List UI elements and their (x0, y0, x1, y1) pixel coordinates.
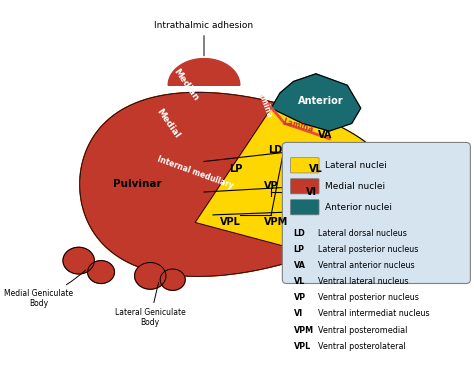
Text: Lateral dorsal nucleus: Lateral dorsal nucleus (318, 229, 407, 238)
Text: Lateral posterior nucleus: Lateral posterior nucleus (318, 245, 419, 255)
Polygon shape (80, 93, 393, 276)
Text: VPM: VPM (293, 326, 314, 334)
Text: Medial Geniculate
Body: Medial Geniculate Body (4, 270, 86, 308)
Text: Lamina: Lamina (255, 86, 274, 119)
Text: VP: VP (293, 293, 306, 303)
Text: VA: VA (293, 262, 306, 270)
Text: Lateral nuclei: Lateral nuclei (325, 161, 387, 170)
Text: Lateral Geniculate
Body: Lateral Geniculate Body (115, 282, 186, 328)
Text: LP: LP (293, 245, 304, 255)
Text: VA: VA (318, 130, 332, 140)
Text: Anterior nuclei: Anterior nuclei (325, 203, 392, 212)
FancyBboxPatch shape (291, 158, 319, 173)
Text: Median: Median (172, 68, 201, 103)
Text: Ventral posteromedial: Ventral posteromedial (318, 326, 408, 334)
Text: Ventral posterolateral: Ventral posterolateral (318, 341, 406, 351)
FancyBboxPatch shape (291, 179, 319, 194)
Text: Pulvinar: Pulvinar (112, 179, 161, 189)
Text: LP: LP (228, 164, 242, 174)
Text: VPL: VPL (220, 217, 241, 227)
Circle shape (160, 269, 185, 290)
Text: Lamina: Lamina (282, 117, 314, 134)
Text: LD: LD (293, 229, 305, 238)
Text: Ventral intermediat nucleus: Ventral intermediat nucleus (318, 310, 430, 318)
Text: Anterior: Anterior (298, 96, 343, 106)
Text: VP: VP (264, 181, 278, 191)
Circle shape (135, 263, 166, 289)
Text: VPM: VPM (264, 217, 288, 227)
Circle shape (63, 247, 94, 274)
Text: Medial nuclei: Medial nuclei (325, 182, 385, 191)
Text: VL: VL (293, 278, 305, 286)
FancyBboxPatch shape (283, 142, 470, 283)
Text: Intrathalmic adhesion: Intrathalmic adhesion (155, 21, 254, 56)
Text: Ventral lateral nucleus: Ventral lateral nucleus (318, 278, 409, 286)
FancyBboxPatch shape (291, 200, 319, 215)
Text: VI: VI (293, 310, 303, 318)
Text: VPL: VPL (293, 341, 311, 351)
Text: VI: VI (306, 187, 317, 197)
Polygon shape (168, 59, 240, 85)
Text: VL: VL (309, 164, 323, 174)
Polygon shape (80, 93, 313, 276)
Text: Medial: Medial (155, 107, 182, 140)
Text: Ventral posterior nucleus: Ventral posterior nucleus (318, 293, 419, 303)
Text: LD: LD (268, 145, 283, 155)
Polygon shape (271, 74, 361, 131)
Circle shape (88, 261, 114, 283)
Text: Internal medullary: Internal medullary (156, 155, 234, 191)
Text: Ventral anterior nucleus: Ventral anterior nucleus (318, 262, 415, 270)
